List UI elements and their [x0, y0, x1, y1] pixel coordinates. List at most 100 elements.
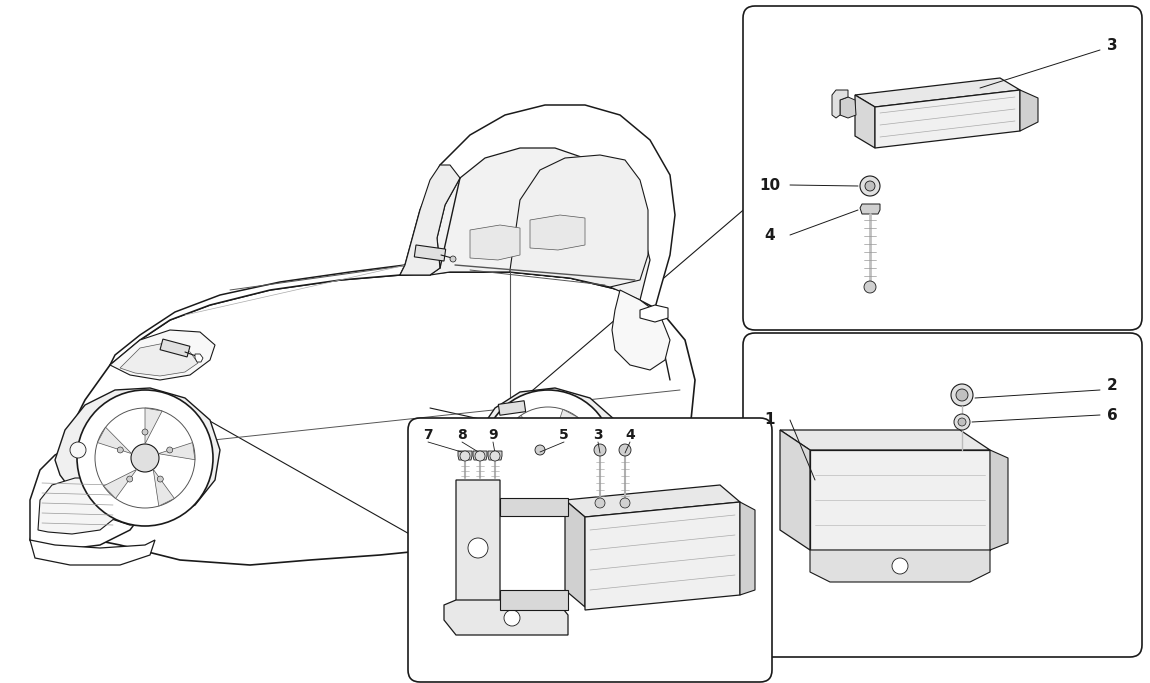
Text: 10: 10 — [759, 178, 781, 193]
Polygon shape — [840, 97, 856, 118]
Polygon shape — [196, 354, 204, 362]
Polygon shape — [120, 343, 198, 376]
Circle shape — [460, 451, 470, 461]
Circle shape — [620, 498, 630, 508]
Circle shape — [951, 384, 973, 406]
Polygon shape — [430, 148, 650, 300]
Circle shape — [954, 414, 969, 430]
Polygon shape — [780, 430, 990, 450]
Polygon shape — [500, 590, 568, 610]
Polygon shape — [641, 305, 668, 322]
Polygon shape — [153, 469, 175, 506]
Polygon shape — [500, 498, 568, 516]
Polygon shape — [810, 550, 990, 582]
Text: 9: 9 — [489, 428, 498, 442]
Circle shape — [77, 390, 213, 526]
Circle shape — [619, 444, 631, 456]
Polygon shape — [444, 600, 568, 635]
Polygon shape — [160, 339, 190, 357]
Circle shape — [892, 558, 908, 574]
Circle shape — [504, 610, 520, 626]
Circle shape — [552, 475, 559, 481]
Text: 8: 8 — [458, 428, 467, 442]
Polygon shape — [458, 451, 472, 460]
Circle shape — [126, 476, 132, 482]
Text: 4: 4 — [626, 428, 635, 442]
Polygon shape — [552, 409, 577, 443]
Circle shape — [95, 408, 196, 508]
Circle shape — [535, 442, 561, 468]
Polygon shape — [414, 245, 446, 261]
Polygon shape — [868, 552, 969, 633]
Polygon shape — [159, 443, 196, 460]
Polygon shape — [875, 90, 1020, 148]
Polygon shape — [470, 388, 622, 520]
Polygon shape — [509, 415, 537, 447]
Circle shape — [526, 466, 531, 472]
Circle shape — [552, 429, 559, 435]
FancyBboxPatch shape — [743, 6, 1142, 330]
Text: 7: 7 — [423, 428, 432, 442]
Polygon shape — [810, 450, 990, 550]
Polygon shape — [780, 430, 810, 550]
Text: 6: 6 — [1106, 408, 1118, 423]
Polygon shape — [501, 462, 537, 483]
Circle shape — [468, 538, 488, 558]
Circle shape — [595, 498, 605, 508]
Polygon shape — [38, 478, 118, 534]
Polygon shape — [473, 451, 486, 460]
Circle shape — [864, 281, 876, 293]
Circle shape — [595, 444, 606, 456]
Polygon shape — [565, 500, 585, 607]
Text: 4: 4 — [765, 227, 775, 242]
Polygon shape — [110, 262, 440, 365]
Polygon shape — [612, 290, 670, 370]
FancyBboxPatch shape — [408, 418, 772, 682]
Polygon shape — [470, 225, 520, 260]
Polygon shape — [498, 401, 526, 415]
Circle shape — [141, 429, 148, 435]
Polygon shape — [860, 204, 880, 214]
Circle shape — [860, 176, 880, 196]
Polygon shape — [854, 95, 875, 148]
Polygon shape — [400, 105, 675, 308]
Polygon shape — [488, 451, 503, 460]
Polygon shape — [854, 78, 1020, 107]
Circle shape — [450, 256, 457, 262]
Circle shape — [158, 476, 163, 482]
Text: 2: 2 — [1106, 378, 1118, 393]
Polygon shape — [739, 502, 756, 595]
Polygon shape — [98, 428, 132, 454]
Circle shape — [526, 438, 531, 444]
Polygon shape — [30, 540, 155, 565]
Circle shape — [117, 447, 123, 453]
Polygon shape — [457, 480, 500, 618]
Text: 3: 3 — [593, 428, 603, 442]
Polygon shape — [509, 155, 647, 287]
Polygon shape — [30, 440, 150, 550]
Circle shape — [958, 418, 966, 426]
Polygon shape — [585, 502, 739, 610]
Polygon shape — [546, 467, 562, 503]
FancyBboxPatch shape — [743, 333, 1142, 657]
Polygon shape — [30, 272, 695, 565]
Circle shape — [475, 451, 485, 461]
Circle shape — [956, 389, 968, 401]
Polygon shape — [565, 485, 739, 517]
Polygon shape — [145, 408, 162, 444]
Circle shape — [865, 181, 875, 191]
Polygon shape — [110, 330, 215, 380]
Circle shape — [483, 390, 613, 520]
Circle shape — [535, 445, 545, 455]
Polygon shape — [55, 388, 220, 525]
Polygon shape — [831, 90, 848, 118]
Polygon shape — [530, 215, 585, 250]
Polygon shape — [104, 469, 137, 499]
Text: 1: 1 — [765, 413, 775, 428]
Circle shape — [167, 447, 172, 453]
Polygon shape — [561, 455, 596, 471]
Polygon shape — [400, 165, 460, 275]
Circle shape — [70, 442, 86, 458]
Circle shape — [490, 451, 500, 461]
Text: 5: 5 — [559, 428, 569, 442]
